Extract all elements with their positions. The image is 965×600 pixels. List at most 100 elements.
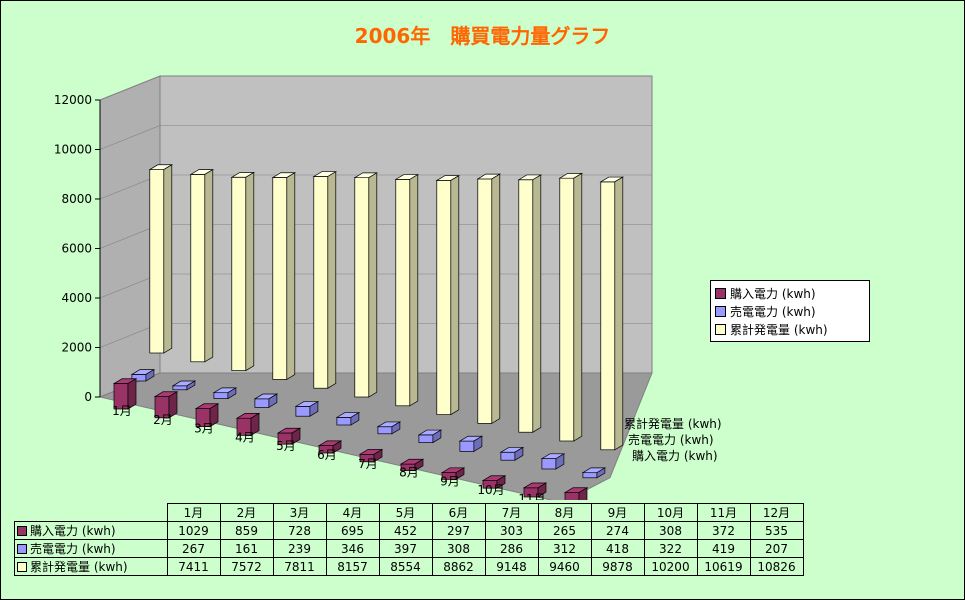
y-tick-label: 10000 (54, 143, 92, 157)
bar-sold-2-side (186, 380, 196, 391)
table-row-label: 累計発電量 (kwh) (14, 557, 168, 576)
chart-plot: 0 2000 4000 6000 8000 10000 12000 1月 2月 3月 4月 5月 6月 7… (54, 75, 722, 500)
x-tick-label: 6月 (317, 448, 337, 462)
x-tick-label: 3月 (194, 422, 214, 436)
bar-purchase-7-side (373, 448, 383, 463)
table-label-text: 累計発電量 (kwh) (30, 560, 128, 574)
bar-cumulative-3 (231, 176, 247, 371)
table-cell: 7411 (166, 557, 221, 576)
table-label-text: 売電電力 (kwh) (30, 542, 116, 556)
bar-cumulative-11 (559, 177, 575, 442)
x-tick-label: 1月 (112, 404, 132, 418)
table-cell: 10619 (696, 557, 751, 576)
table-cell: 418 (590, 539, 645, 558)
bar-sold-1-side (145, 368, 155, 382)
table-header-cell: 8月 (537, 503, 592, 522)
depth-axis-label: 売電電力 (kwh) (628, 432, 714, 447)
table-header-cell: 4月 (325, 503, 380, 522)
table-cell: 286 (484, 539, 539, 558)
x-tick-label: 11月 (518, 492, 545, 500)
bar-cumulative-10-side (532, 174, 542, 433)
bar-sold-7 (377, 426, 393, 435)
table-cell: 8862 (431, 557, 486, 576)
table-cell: 419 (696, 539, 751, 558)
bar-sold-11-side (555, 453, 565, 470)
table-cell: 322 (643, 539, 698, 558)
table-row-label: 売電電力 (kwh) (14, 539, 168, 558)
legend-swatch-sold (715, 305, 726, 317)
bar-sold-2 (172, 385, 188, 391)
table-corner (15, 504, 168, 522)
bar-cumulative-12-side (614, 176, 624, 451)
bar-cumulative-10 (518, 179, 534, 433)
table-cell: 239 (272, 539, 327, 558)
legend-label: 売電電力 (kwh) (730, 304, 816, 319)
x-tick-label: 5月 (276, 439, 296, 453)
table-header-cell: 10月 (643, 503, 698, 522)
bar-cumulative-4 (272, 177, 288, 380)
bar-cumulative-12 (600, 181, 616, 451)
table-cell: 207 (749, 539, 804, 558)
depth-axis-label: 購入電力 (kwh) (632, 449, 718, 463)
bar-sold-10-side (514, 446, 524, 461)
table-cell: 695 (325, 521, 380, 540)
y-tick-label: 12000 (54, 93, 92, 107)
bar-sold-9-side (473, 435, 483, 453)
table-cell: 303 (484, 521, 539, 540)
bar-sold-9 (459, 440, 475, 452)
table-cell: 267 (166, 539, 221, 558)
bar-sold-6 (336, 417, 352, 426)
x-tick-label: 9月 (440, 474, 460, 488)
bar-cumulative-7-side (409, 173, 419, 407)
bar-sold-12-side (596, 467, 606, 479)
bar-cumulative-5-side (327, 171, 337, 389)
bar-purchase-11-side (537, 482, 547, 498)
legend-swatch-purchase (715, 287, 726, 299)
x-tick-label: 7月 (358, 457, 378, 471)
table-header-cell: 11月 (696, 503, 751, 522)
table-cell: 10826 (749, 557, 804, 576)
legend: 購入電力 (kwh) 売電電力 (kwh) 累計発電量 (kwh) (710, 280, 870, 342)
bar-cumulative-3-side (245, 171, 255, 372)
legend-item: 売電電力 (kwh) (715, 302, 865, 320)
bar-cumulative-6 (354, 177, 370, 398)
bar-sold-3-side (227, 387, 237, 400)
table-header-cell: 1月 (166, 503, 221, 522)
table-cell: 161 (219, 539, 274, 558)
y-tick-label: 8000 (61, 192, 92, 206)
table-row: 購入電力 (kwh) 1029 859 728 695 452 297 303 265 274 30… (14, 521, 804, 540)
bar-sold-8 (418, 434, 434, 443)
bar-purchase-5-side (291, 427, 301, 445)
y-tick-label: 2000 (61, 341, 92, 355)
x-tick-label: 10月 (477, 483, 504, 497)
table-cell: 9878 (590, 557, 645, 576)
bar-sold-11 (541, 458, 557, 470)
table-cell: 397 (378, 539, 433, 558)
table-cell: 10200 (643, 557, 698, 576)
legend-label: 累計発電量 (kwh) (730, 322, 828, 337)
gridline-side (99, 75, 161, 101)
table-cell: 9460 (537, 557, 592, 576)
bar-sold-3 (213, 392, 229, 399)
x-tick-label: 4月 (235, 430, 255, 444)
legend-item: 購入電力 (kwh) (715, 284, 865, 302)
table-label-text: 購入電力 (kwh) (30, 524, 116, 538)
bar-purchase-3-side (209, 403, 219, 428)
bar-purchase-12-side (578, 487, 588, 500)
bar-purchase-9-side (455, 467, 465, 481)
table-cell: 7572 (219, 557, 274, 576)
table-header-cell: 7月 (484, 503, 539, 522)
data-table: 1月 2月 3月 4月 5月 6月 7月 8月 9月 10月 11月 12月 購入電力 (kwh) 10… (14, 503, 804, 576)
table-header-cell: 2月 (219, 503, 274, 522)
table-swatch (17, 562, 27, 572)
table-cell: 859 (219, 521, 274, 540)
gridline-side (99, 125, 161, 150)
bar-purchase-12 (564, 492, 580, 500)
table-row: 売電電力 (kwh) 267 161 239 346 397 308 286 312 418 322… (14, 539, 804, 558)
bar-purchase-2-side (168, 391, 178, 419)
bar-sold-4-side (268, 393, 278, 409)
bar-purchase-8-side (414, 458, 424, 472)
table-cell: 372 (696, 521, 751, 540)
bar-purchase-10-side (496, 475, 506, 489)
x-tick-label: 8月 (399, 466, 419, 480)
